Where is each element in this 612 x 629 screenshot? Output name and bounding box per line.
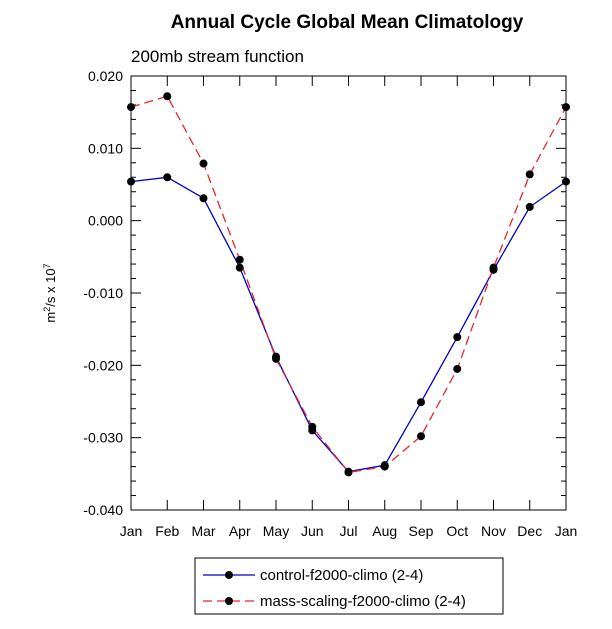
x-tick-label: Jan — [120, 523, 143, 539]
series-layer — [127, 92, 570, 477]
data-point — [127, 103, 135, 112]
data-point — [308, 422, 317, 431]
y-axis-label-sup2: 7 — [42, 263, 52, 268]
x-tick-label: Apr — [229, 523, 251, 539]
data-point — [380, 462, 389, 471]
data-point — [127, 177, 135, 186]
legend-label-1: control-f2000-climo (2-4) — [260, 567, 423, 584]
legend-marker — [225, 597, 233, 605]
chart-title: Annual Cycle Global Mean Climatology — [171, 12, 524, 33]
x-tick-label: Oct — [446, 523, 468, 539]
x-tick-label: Sep — [409, 523, 434, 539]
data-point — [199, 194, 208, 203]
legend: control-f2000-climo (2-4) mass-scaling-f2… — [194, 557, 504, 615]
y-tick-label: 0.010 — [88, 140, 123, 156]
x-tick-label: May — [263, 523, 289, 539]
y-tick-label: -0.020 — [83, 357, 123, 373]
y-axis: 0.020 0.010 0.000 -0.010 -0.020 -0.030 -0.040 — [83, 68, 566, 518]
data-point — [417, 398, 425, 407]
data-point — [344, 468, 353, 477]
y-tick-label: 0.000 — [88, 213, 123, 229]
data-point — [489, 263, 498, 272]
x-tick-label: Jan — [555, 523, 578, 539]
legend-box — [194, 557, 504, 615]
y-tick-label: -0.040 — [83, 502, 123, 518]
plot-frame — [130, 75, 567, 511]
data-point — [453, 364, 462, 373]
data-point — [417, 432, 425, 441]
series-line-2 — [130, 95, 567, 474]
y-tick-label: -0.010 — [83, 285, 123, 301]
x-tick-label: Nov — [481, 523, 506, 539]
data-point — [525, 202, 534, 211]
x-tick-label: Dec — [517, 523, 542, 539]
x-tick-label: Jun — [301, 523, 324, 539]
data-point — [525, 170, 534, 179]
data-point — [562, 103, 570, 112]
y-axis-label: m2/s x 107 — [42, 263, 58, 322]
data-point — [199, 159, 208, 168]
data-point — [235, 263, 244, 272]
y-axis-label-base: m — [43, 312, 58, 323]
y-axis-label-sup1: 2 — [42, 307, 52, 312]
x-tick-label: Mar — [191, 523, 215, 539]
data-point — [272, 354, 280, 363]
legend-marker — [225, 571, 233, 579]
y-tick-label: 0.020 — [88, 68, 123, 84]
x-axis: Jan Feb Mar Apr May Jun Jul Aug Sep Oct Nov Dec Jan — [120, 76, 578, 539]
legend-label-2: mass-scaling-f2000-climo (2-4) — [260, 593, 466, 610]
data-point — [562, 177, 570, 186]
data-point — [453, 333, 462, 342]
y-axis-label-mid: /s x 10 — [43, 268, 58, 306]
series-line-1 — [130, 176, 567, 473]
y-tick-label: -0.030 — [83, 430, 123, 446]
x-tick-label: Feb — [155, 523, 179, 539]
data-point — [163, 173, 172, 182]
data-point — [235, 255, 244, 264]
x-tick-label: Aug — [372, 523, 397, 539]
chart-subtitle: 200mb stream function — [131, 47, 304, 66]
x-tick-label: Jul — [340, 523, 358, 539]
data-point — [163, 92, 172, 101]
